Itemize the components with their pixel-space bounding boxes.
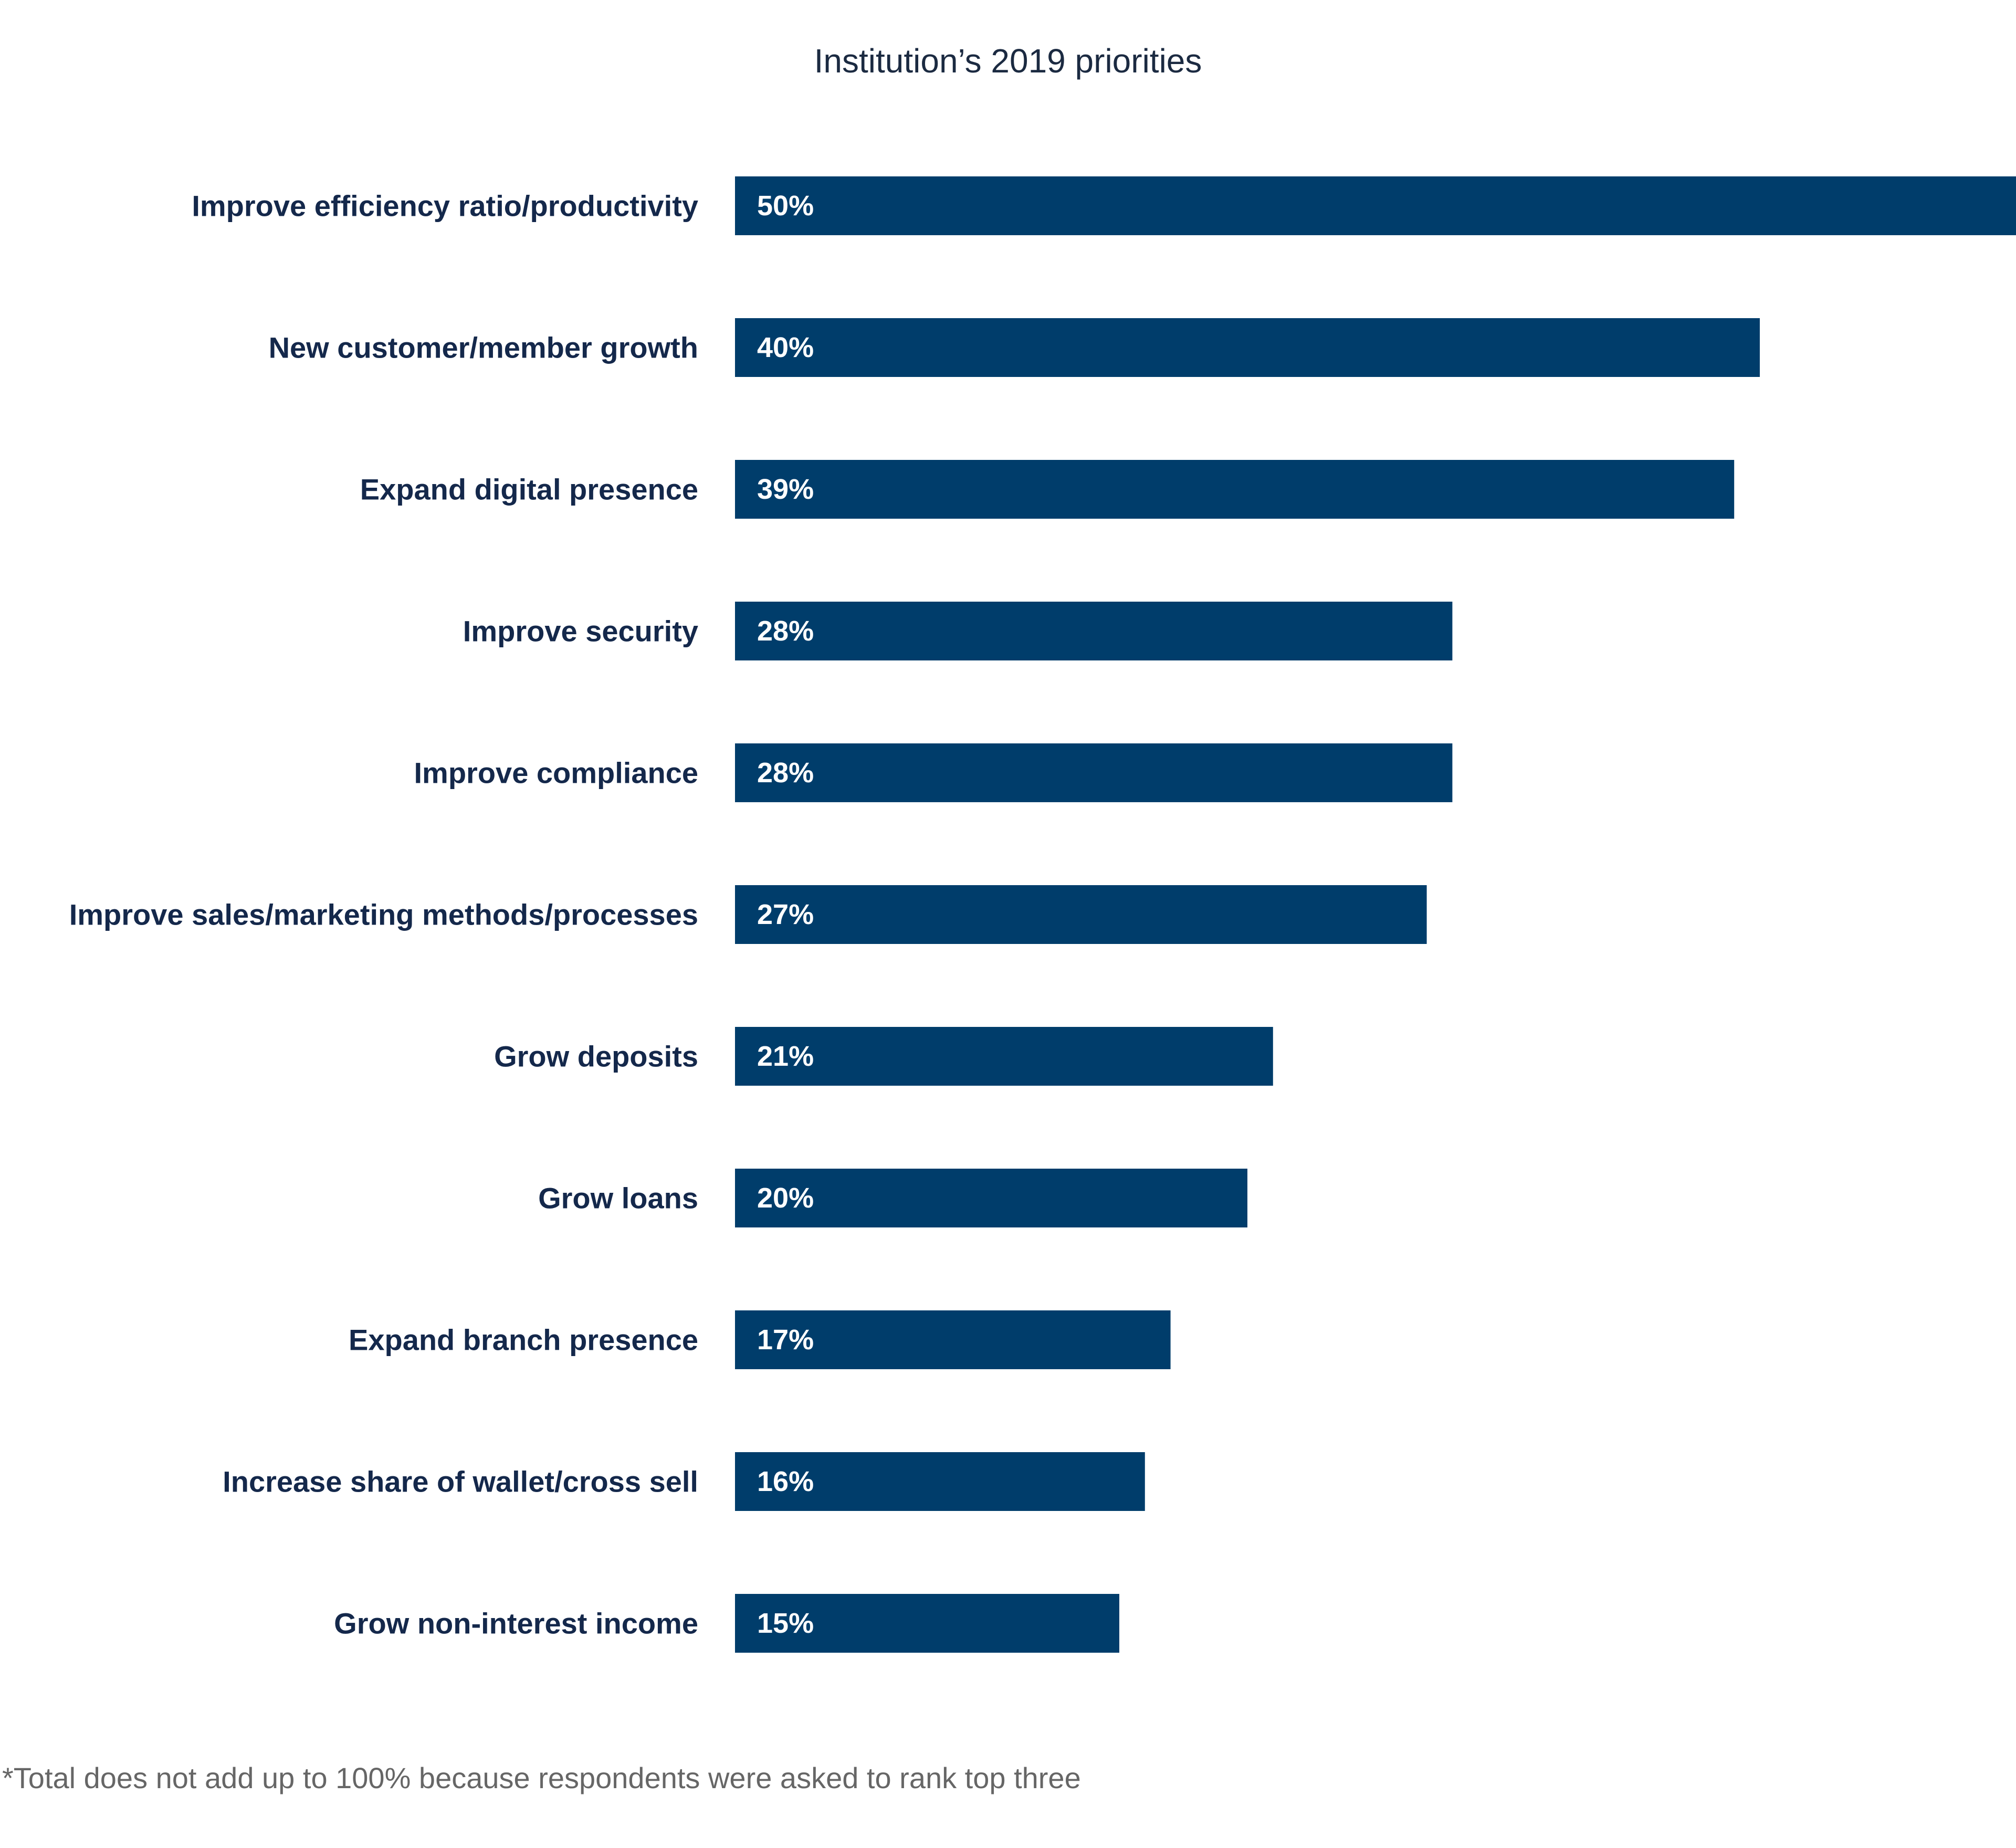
- bar-6: [735, 885, 1427, 944]
- bar-9: [735, 1310, 1171, 1369]
- value-labels-group: 50% 40% 39% 28% 28% 27% 21% 20% 17% 16% 15%: [757, 190, 814, 1639]
- value-label-3: 39%: [757, 474, 814, 505]
- value-label-9: 17%: [757, 1324, 814, 1356]
- bar-8: [735, 1169, 1247, 1227]
- category-label-6: Improve sales/marketing methods/processe…: [69, 898, 698, 931]
- value-label-2: 40%: [757, 332, 814, 363]
- value-label-5: 28%: [757, 757, 814, 789]
- value-label-8: 20%: [757, 1182, 814, 1214]
- footnote: *Total does not add up to 100% because r…: [2, 1761, 1081, 1794]
- bar-1: [735, 176, 2016, 235]
- category-label-10: Increase share of wallet/cross sell: [223, 1465, 698, 1498]
- category-label-4: Improve security: [463, 615, 698, 648]
- value-label-7: 21%: [757, 1041, 814, 1072]
- category-label-3: Expand digital presence: [360, 473, 698, 506]
- value-label-10: 16%: [757, 1466, 814, 1497]
- category-label-9: Expand branch presence: [349, 1324, 698, 1357]
- bar-2: [735, 318, 1760, 377]
- category-label-2: New customer/member growth: [269, 331, 698, 364]
- category-label-8: Grow loans: [538, 1182, 698, 1215]
- bar-11: [735, 1594, 1119, 1653]
- category-label-1: Improve efficiency ratio/productivity: [192, 190, 698, 223]
- value-label-1: 50%: [757, 190, 814, 222]
- bar-4: [735, 602, 1453, 660]
- category-label-5: Improve compliance: [414, 757, 698, 790]
- bar-7: [735, 1027, 1273, 1086]
- category-label-11: Grow non-interest income: [334, 1607, 698, 1640]
- value-label-11: 15%: [757, 1608, 814, 1639]
- value-label-4: 28%: [757, 615, 814, 647]
- bar-3: [735, 460, 1735, 519]
- category-labels-group: Improve efficiency ratio/productivity New…: [69, 190, 698, 1640]
- bars-group: [735, 176, 2016, 1653]
- chart-title: Institution’s 2019 priorities: [814, 42, 1202, 80]
- bar-10: [735, 1452, 1145, 1511]
- bar-5: [735, 743, 1453, 802]
- category-label-7: Grow deposits: [494, 1040, 698, 1073]
- value-label-6: 27%: [757, 899, 814, 930]
